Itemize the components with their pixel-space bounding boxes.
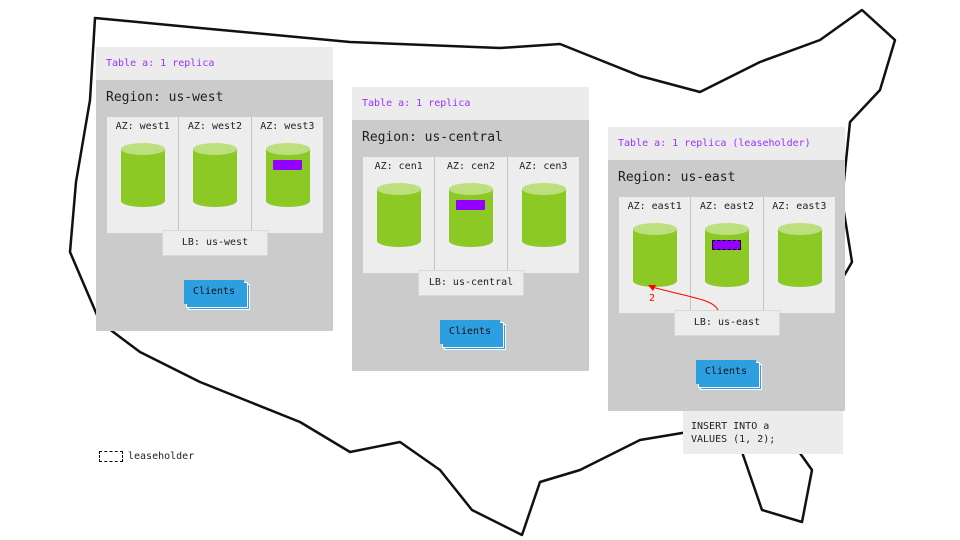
- region-title: Region: us-east: [618, 170, 736, 185]
- availability-zone: AZ: east2: [691, 197, 764, 313]
- region-panel: Table a: 1 replica Region: us-west AZ: w…: [96, 47, 333, 331]
- availability-zone: AZ: cen3: [508, 157, 579, 273]
- insert-statement: INSERT INTO a VALUES (1, 2);: [683, 411, 843, 454]
- replica: [456, 200, 486, 210]
- availability-zone: AZ: east3: [764, 197, 835, 313]
- az-group: AZ: west1 AZ: west2 AZ: west3: [107, 117, 323, 233]
- availability-zone: AZ: west2: [179, 117, 252, 233]
- leaseholder-legend-icon: [99, 451, 123, 462]
- legend-label: leaseholder: [128, 451, 195, 462]
- availability-zone: AZ: cen1: [363, 157, 436, 273]
- region-title: Region: us-west: [106, 90, 224, 105]
- clients-stack: Clients: [184, 280, 250, 310]
- availability-zone: AZ: cen2: [435, 157, 508, 273]
- az-label: AZ: cen1: [374, 161, 423, 172]
- database-node-icon: [705, 223, 750, 287]
- legend: leaseholder: [99, 451, 194, 462]
- region-panel: Table a: 1 replica (leaseholder) Region:…: [608, 127, 845, 411]
- region-panel: Table a: 1 replica Region: us-central AZ…: [352, 87, 589, 371]
- arrow-label: 2: [649, 293, 655, 304]
- availability-zone: AZ: east1: [619, 197, 692, 313]
- load-balancer: LB: us-central: [418, 270, 524, 296]
- table-label: Table a: 1 replica: [96, 47, 333, 80]
- clients-label: Clients: [184, 280, 244, 304]
- az-label: AZ: east1: [627, 201, 682, 212]
- load-balancer: LB: us-east: [674, 310, 780, 336]
- database-node-icon: [777, 223, 822, 287]
- database-node-icon: [633, 223, 677, 287]
- az-label: AZ: cen3: [519, 161, 568, 172]
- replica: [712, 240, 742, 250]
- clients-label: Clients: [696, 360, 756, 384]
- load-balancer: LB: us-west: [162, 230, 268, 256]
- database-node-icon: [521, 183, 566, 247]
- request-arrow: 2: [648, 285, 719, 311]
- az-label: AZ: west1: [115, 121, 170, 132]
- table-label: Table a: 1 replica (leaseholder): [608, 127, 845, 160]
- clients-label: Clients: [440, 320, 500, 344]
- table-label: Table a: 1 replica: [352, 87, 589, 120]
- database-node-icon: [449, 183, 494, 247]
- database-node-icon: [193, 143, 238, 207]
- database-node-icon: [265, 143, 310, 207]
- az-group: AZ: east1 AZ: east2 AZ: east3: [619, 197, 835, 313]
- az-label: AZ: cen2: [446, 161, 496, 172]
- database-node-icon: [377, 183, 421, 247]
- az-label: AZ: west3: [260, 121, 315, 132]
- clients-stack: Clients: [696, 360, 762, 390]
- az-group: AZ: cen1 AZ: cen2 AZ: cen3: [363, 157, 579, 273]
- az-label: AZ: east3: [772, 201, 827, 212]
- region-title: Region: us-central: [362, 130, 503, 145]
- az-label: AZ: east2: [699, 201, 755, 212]
- database-node-icon: [121, 143, 165, 207]
- az-label: AZ: west2: [187, 121, 243, 132]
- clients-stack: Clients: [440, 320, 506, 350]
- availability-zone: AZ: west1: [107, 117, 180, 233]
- availability-zone: AZ: west3: [252, 117, 323, 233]
- replica: [272, 160, 302, 170]
